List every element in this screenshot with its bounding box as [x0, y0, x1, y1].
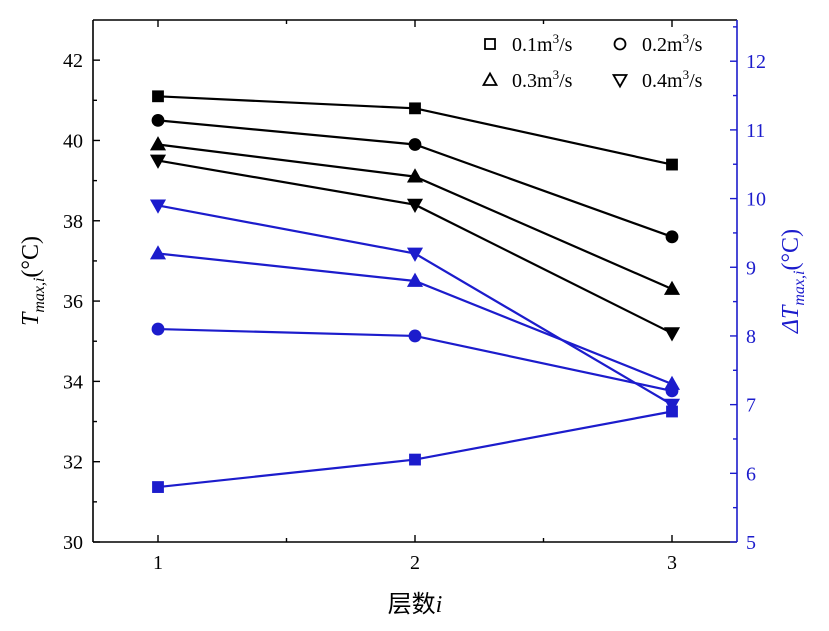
left-series-line [157, 143, 673, 291]
x-tick-label: 3 [667, 552, 677, 574]
left-y-axis-title: Tmax,i(°C) [18, 236, 48, 326]
axis-titles: 层数i Tmax,i(°C) ΔTmax,i(°C) [18, 229, 808, 618]
right-series-point [149, 199, 167, 214]
left-y-tick-label: 42 [63, 50, 83, 72]
right-y-axis-title: ΔTmax,i(°C) [778, 229, 808, 334]
left-series-line [157, 159, 673, 335]
legend-entry-label: 0.3m3/s [512, 67, 573, 92]
x-tick-label: 2 [410, 552, 420, 574]
right-series-point [151, 322, 165, 336]
right-y-tick-label: 10 [746, 189, 766, 211]
right-series-point [663, 398, 681, 413]
left-series-point [152, 90, 164, 103]
left-y-tick-label: 32 [63, 452, 83, 474]
right-series-point [406, 247, 424, 262]
right-series-point [408, 329, 422, 343]
left-series-point [666, 158, 678, 171]
left-series-point [663, 327, 681, 342]
legend-marker-triangle-down [611, 74, 629, 89]
legend-entry-label: 0.4m3/s [642, 67, 703, 92]
x-axis-title: 层数i [388, 591, 443, 618]
left-series-point [151, 113, 165, 127]
legend-entry-label: 0.2m3/s [642, 31, 703, 56]
chart-legend: 0.1m3/s 0.2m3/s 0.3m3/s 0.4m3/s [481, 31, 703, 92]
right-y-tick-label: 5 [746, 532, 756, 554]
left-y-tick-label: 38 [63, 211, 83, 233]
right-series-point [409, 453, 421, 466]
right-series-point [406, 272, 424, 287]
left-y-tick-label: 34 [63, 371, 83, 393]
legend-entry-label: 0.1m3/s [512, 31, 573, 56]
right-y-tick-label: 7 [746, 395, 756, 417]
left-series-point [149, 154, 167, 169]
left-series-point [149, 136, 167, 151]
right-y-tick-label: 11 [746, 120, 765, 142]
legend-marker-circle [613, 37, 627, 51]
right-series-point [663, 375, 681, 390]
right-series-point [149, 245, 167, 260]
right-series-point [152, 481, 164, 493]
left-series-point [665, 230, 679, 244]
left-y-tick-label: 40 [63, 130, 83, 152]
left-y-tick-label: 30 [63, 532, 83, 554]
right-y-tick-label: 9 [746, 257, 756, 279]
right-y-tick-label: 6 [746, 463, 756, 485]
left-y-tick-label: 36 [63, 291, 83, 313]
right-y-tick-label: 12 [746, 51, 766, 73]
left-series-point [408, 138, 422, 151]
left-series-point [406, 168, 424, 183]
chart-series [149, 90, 681, 493]
left-series-point [409, 102, 421, 115]
left-series-point [663, 280, 681, 295]
right-y-tick-label: 8 [746, 326, 756, 348]
right-series-line [157, 410, 673, 489]
x-tick-label: 1 [153, 552, 163, 574]
legend-marker-triangle-up [481, 71, 499, 86]
left-series-point [406, 198, 424, 214]
legend-marker-square [484, 38, 496, 50]
